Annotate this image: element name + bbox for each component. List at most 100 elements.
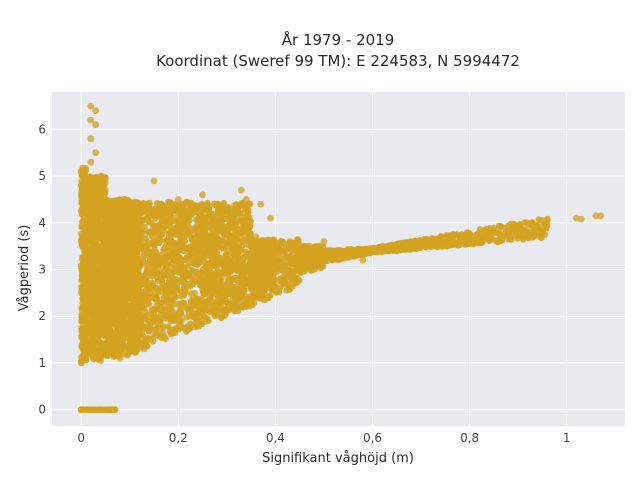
data-point	[223, 290, 231, 298]
data-point	[267, 272, 275, 280]
data-point	[97, 328, 105, 335]
data-point	[244, 298, 252, 305]
data-point	[260, 237, 267, 244]
data-point	[333, 255, 340, 263]
data-point	[524, 233, 531, 240]
data-point	[234, 296, 242, 303]
data-point	[229, 275, 236, 283]
data-point	[82, 201, 89, 208]
data-point	[84, 227, 92, 234]
data-point	[186, 325, 194, 332]
data-point	[235, 235, 243, 242]
data-point	[319, 260, 326, 267]
data-point	[133, 262, 141, 269]
data-point	[80, 253, 88, 260]
data-point	[186, 272, 193, 279]
data-point	[140, 297, 148, 305]
data-point	[165, 323, 172, 330]
data-point	[119, 284, 126, 291]
data-point	[199, 217, 207, 225]
data-point	[164, 295, 172, 302]
data-point	[109, 265, 116, 273]
data-point	[154, 324, 161, 332]
data-point	[103, 352, 110, 359]
data-point	[146, 219, 153, 226]
data-point	[197, 269, 204, 276]
data-point	[232, 248, 240, 255]
data-point	[183, 254, 190, 262]
data-point	[164, 303, 171, 310]
data-point	[159, 212, 167, 219]
data-point	[92, 245, 100, 253]
data-point	[171, 246, 179, 253]
data-point	[172, 285, 179, 292]
data-point	[195, 215, 202, 223]
data-point	[157, 316, 164, 323]
data-point	[310, 260, 317, 268]
data-point	[498, 232, 505, 239]
data-point	[535, 216, 542, 223]
data-point	[134, 334, 141, 342]
data-point	[95, 314, 102, 321]
data-point	[264, 244, 272, 251]
data-point	[89, 337, 97, 344]
data-point	[78, 304, 85, 312]
data-point	[185, 262, 192, 269]
data-point	[519, 236, 527, 243]
data-point	[152, 296, 159, 303]
data-point	[287, 258, 294, 266]
data-point	[148, 233, 156, 240]
data-point	[240, 200, 247, 208]
data-point	[268, 286, 276, 294]
data-point	[214, 284, 222, 292]
data-point	[186, 201, 193, 208]
data-point	[113, 197, 120, 204]
data-point	[187, 290, 195, 297]
data-point	[95, 213, 102, 221]
data-point	[127, 346, 134, 353]
data-point	[161, 284, 169, 291]
data-point	[282, 248, 289, 255]
data-point	[148, 208, 155, 215]
data-point	[78, 318, 85, 325]
data-point	[190, 209, 197, 216]
data-point	[122, 326, 129, 333]
data-point	[214, 291, 221, 299]
data-point	[95, 338, 102, 346]
data-point	[156, 262, 163, 270]
data-point	[78, 224, 85, 231]
data-point	[222, 312, 229, 319]
data-point	[102, 180, 109, 187]
data-point	[226, 250, 233, 258]
data-point	[141, 223, 148, 230]
data-point	[121, 350, 128, 358]
data-point	[235, 226, 242, 234]
data-point	[231, 240, 239, 248]
data-point	[218, 303, 225, 311]
data-point	[149, 248, 156, 255]
data-point	[167, 213, 174, 221]
data-point	[213, 225, 221, 232]
data-point	[170, 231, 178, 238]
data-point	[295, 239, 302, 247]
data-point	[85, 232, 92, 240]
data-point	[160, 271, 167, 279]
data-point	[158, 334, 165, 342]
data-point	[136, 200, 144, 207]
data-point	[186, 313, 194, 320]
data-point	[267, 279, 274, 286]
data-point	[198, 297, 205, 305]
data-point	[180, 208, 187, 215]
data-point	[150, 319, 157, 326]
data-point	[97, 280, 104, 287]
data-point	[114, 319, 121, 327]
data-point	[231, 307, 238, 315]
data-point	[520, 226, 527, 233]
data-point	[313, 243, 321, 251]
data-point	[138, 330, 146, 337]
data-point	[78, 312, 85, 320]
data-point	[202, 318, 209, 325]
data-point	[265, 252, 272, 259]
data-point	[150, 306, 157, 313]
data-point	[101, 199, 109, 206]
